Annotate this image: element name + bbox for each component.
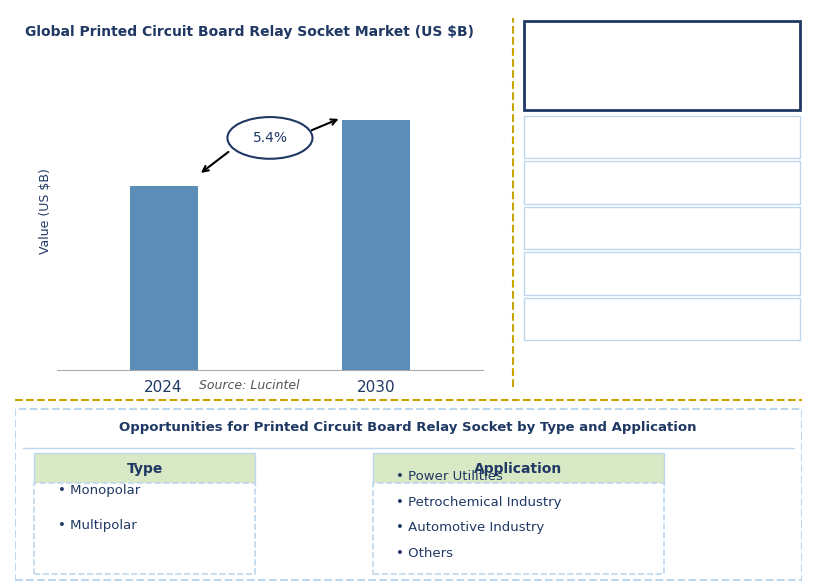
Y-axis label: Value (US $B): Value (US $B) xyxy=(38,168,52,254)
Text: Italiana Relè: Italiana Relè xyxy=(623,221,701,234)
FancyBboxPatch shape xyxy=(524,207,801,249)
Text: Opportunities for Printed Circuit Board Relay Socket by Type and Application: Opportunities for Printed Circuit Board … xyxy=(119,421,697,434)
FancyBboxPatch shape xyxy=(34,483,254,574)
Text: • Monopolar: • Monopolar xyxy=(58,484,140,497)
Text: • Others: • Others xyxy=(397,546,453,560)
FancyBboxPatch shape xyxy=(524,161,801,204)
Text: Global Printed Circuit Board Relay Socket Market (US $B): Global Printed Circuit Board Relay Socke… xyxy=(25,25,474,39)
Text: • Petrochemical Industry: • Petrochemical Industry xyxy=(397,495,562,509)
Text: TEC AUTOMATISMES: TEC AUTOMATISMES xyxy=(587,267,738,280)
FancyBboxPatch shape xyxy=(34,453,254,485)
FancyBboxPatch shape xyxy=(524,21,801,110)
Bar xyxy=(129,186,198,370)
Text: Source: Lucintel: Source: Lucintel xyxy=(199,379,300,392)
FancyBboxPatch shape xyxy=(524,298,801,340)
Text: • Power Utilities: • Power Utilities xyxy=(397,470,503,483)
Text: • Automotive Industry: • Automotive Industry xyxy=(397,521,545,534)
Text: SWITCHLAB: SWITCHLAB xyxy=(618,130,706,143)
Text: • Multipolar: • Multipolar xyxy=(58,519,137,532)
FancyBboxPatch shape xyxy=(524,252,801,295)
Text: 5.4%: 5.4% xyxy=(253,131,287,145)
Text: Application: Application xyxy=(474,462,563,475)
Bar xyxy=(342,120,411,370)
Text: FINDER: FINDER xyxy=(634,176,690,189)
FancyBboxPatch shape xyxy=(15,409,802,580)
Text: Werner Electric: Werner Electric xyxy=(614,312,710,325)
FancyBboxPatch shape xyxy=(373,453,664,485)
FancyBboxPatch shape xyxy=(373,483,664,574)
Text: Major Players of Printed
Circuit Board Relay Socket
Market: Major Players of Printed Circuit Board R… xyxy=(574,42,750,89)
FancyBboxPatch shape xyxy=(524,116,801,158)
Text: Type: Type xyxy=(126,462,163,475)
